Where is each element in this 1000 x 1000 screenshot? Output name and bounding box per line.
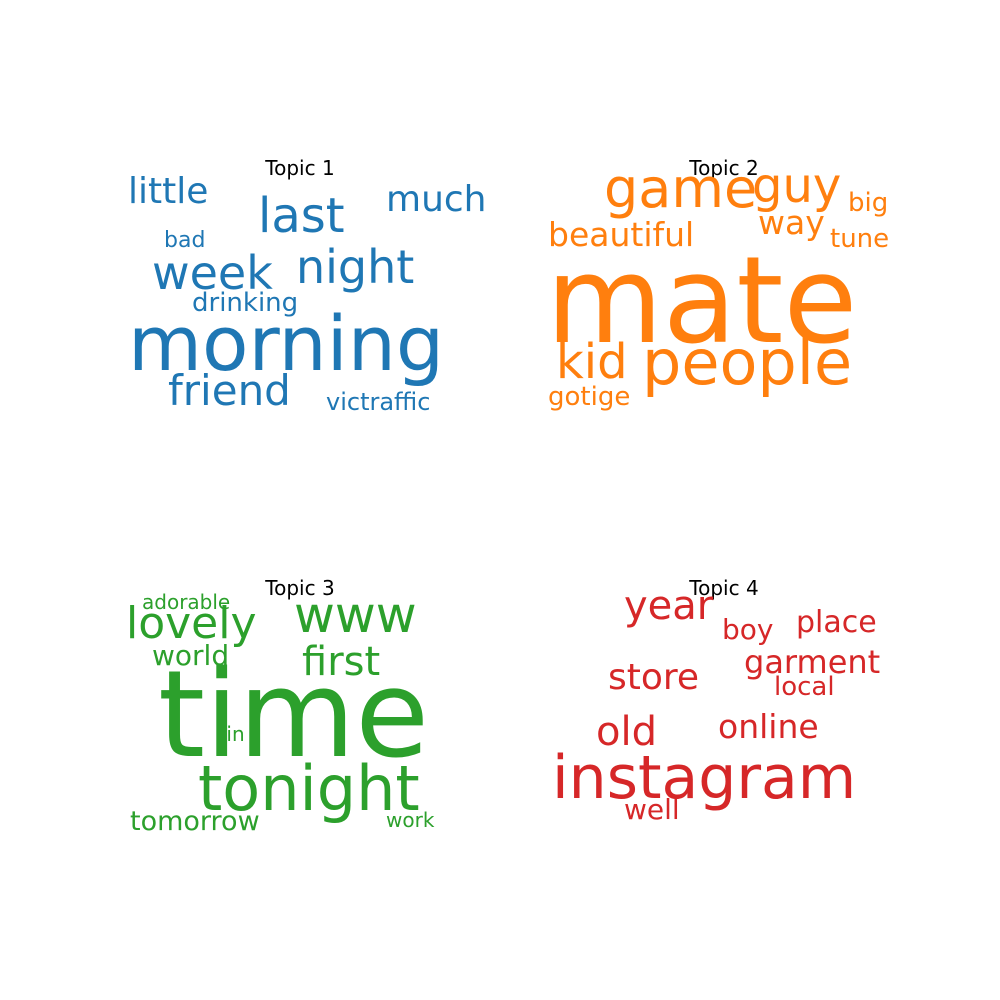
- cloud-word: store: [608, 657, 700, 698]
- cloud-word: big: [848, 188, 889, 218]
- topic-panel-2: Topic 2 game guy big beautiful way tune …: [544, 156, 904, 450]
- cloud-word: time: [158, 646, 430, 785]
- cloud-word: local: [774, 672, 835, 702]
- cloud-word: game: [604, 157, 758, 220]
- cloud-word: friend: [168, 366, 291, 415]
- cloud-word: last: [258, 188, 345, 244]
- cloud-word: world: [152, 639, 230, 672]
- cloud-word: tune: [830, 224, 890, 254]
- topic-panel-4: Topic 4 year boy place store garment loc…: [544, 576, 904, 870]
- cloud-word: first: [302, 639, 381, 685]
- cloud-word: year: [624, 583, 714, 629]
- cloud-word: week: [152, 246, 273, 300]
- cloud-word: beautiful: [548, 215, 695, 254]
- cloud-word: work: [386, 808, 435, 832]
- cloud-word: old: [596, 709, 657, 755]
- cloud-word: mate: [546, 232, 858, 371]
- panel-title: Topic 3: [265, 576, 335, 600]
- cloud-word: night: [296, 240, 415, 294]
- word-cloud: little last much bad week night drinking…: [120, 170, 487, 450]
- panel-title: Topic 2: [689, 156, 759, 180]
- cloud-word: bad: [164, 228, 206, 253]
- cloud-word: sin: [216, 722, 245, 746]
- cloud-word: guy: [752, 158, 842, 214]
- topic-panel-3: Topic 3 adorable lovely www world first …: [120, 576, 480, 870]
- panel-title: Topic 1: [265, 156, 335, 180]
- cloud-word: gotige: [548, 382, 631, 412]
- topic-panel-1: Topic 1 little last much bad week night …: [120, 156, 487, 450]
- cloud-word: online: [718, 707, 819, 746]
- word-cloud: adorable lovely www world first time sin…: [120, 590, 480, 870]
- cloud-word: garment: [744, 643, 881, 681]
- cloud-word: place: [796, 605, 877, 640]
- cloud-word: victraffic: [326, 388, 431, 416]
- cloud-word: kid: [556, 334, 628, 390]
- cloud-word: morning: [128, 299, 445, 388]
- cloud-word: adorable: [142, 590, 231, 614]
- cloud-word: www: [294, 586, 417, 644]
- cloud-word: lovely: [126, 598, 257, 649]
- word-cloud: year boy place store garment local old o…: [544, 586, 904, 870]
- cloud-word: people: [642, 326, 853, 399]
- cloud-word: well: [624, 793, 680, 826]
- cloud-word: instagram: [552, 743, 857, 813]
- cloud-word: way: [758, 203, 825, 242]
- panel-title: Topic 4: [689, 576, 759, 600]
- word-cloud: game guy big beautiful way tune mate kid…: [544, 162, 904, 450]
- cloud-word: tomorrow: [130, 806, 260, 837]
- cloud-word: drinking: [192, 288, 299, 318]
- cloud-word: much: [386, 179, 487, 220]
- cloud-word: boy: [722, 613, 774, 646]
- cloud-word: little: [128, 171, 209, 212]
- cloud-word: tonight: [198, 752, 420, 825]
